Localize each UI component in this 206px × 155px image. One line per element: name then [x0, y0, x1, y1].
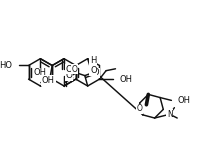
Text: O: O — [92, 68, 99, 77]
Text: OH: OH — [119, 75, 132, 84]
Text: H: H — [90, 56, 96, 65]
Text: O: O — [65, 64, 72, 73]
Text: OH: OH — [42, 76, 55, 85]
Text: O: O — [65, 71, 72, 80]
Text: OH: OH — [177, 96, 190, 105]
Text: HO: HO — [0, 61, 13, 70]
Text: O: O — [71, 64, 77, 73]
Text: O: O — [136, 104, 142, 113]
Text: N: N — [166, 110, 172, 119]
Text: OH: OH — [34, 68, 47, 77]
Text: O: O — [90, 66, 96, 75]
